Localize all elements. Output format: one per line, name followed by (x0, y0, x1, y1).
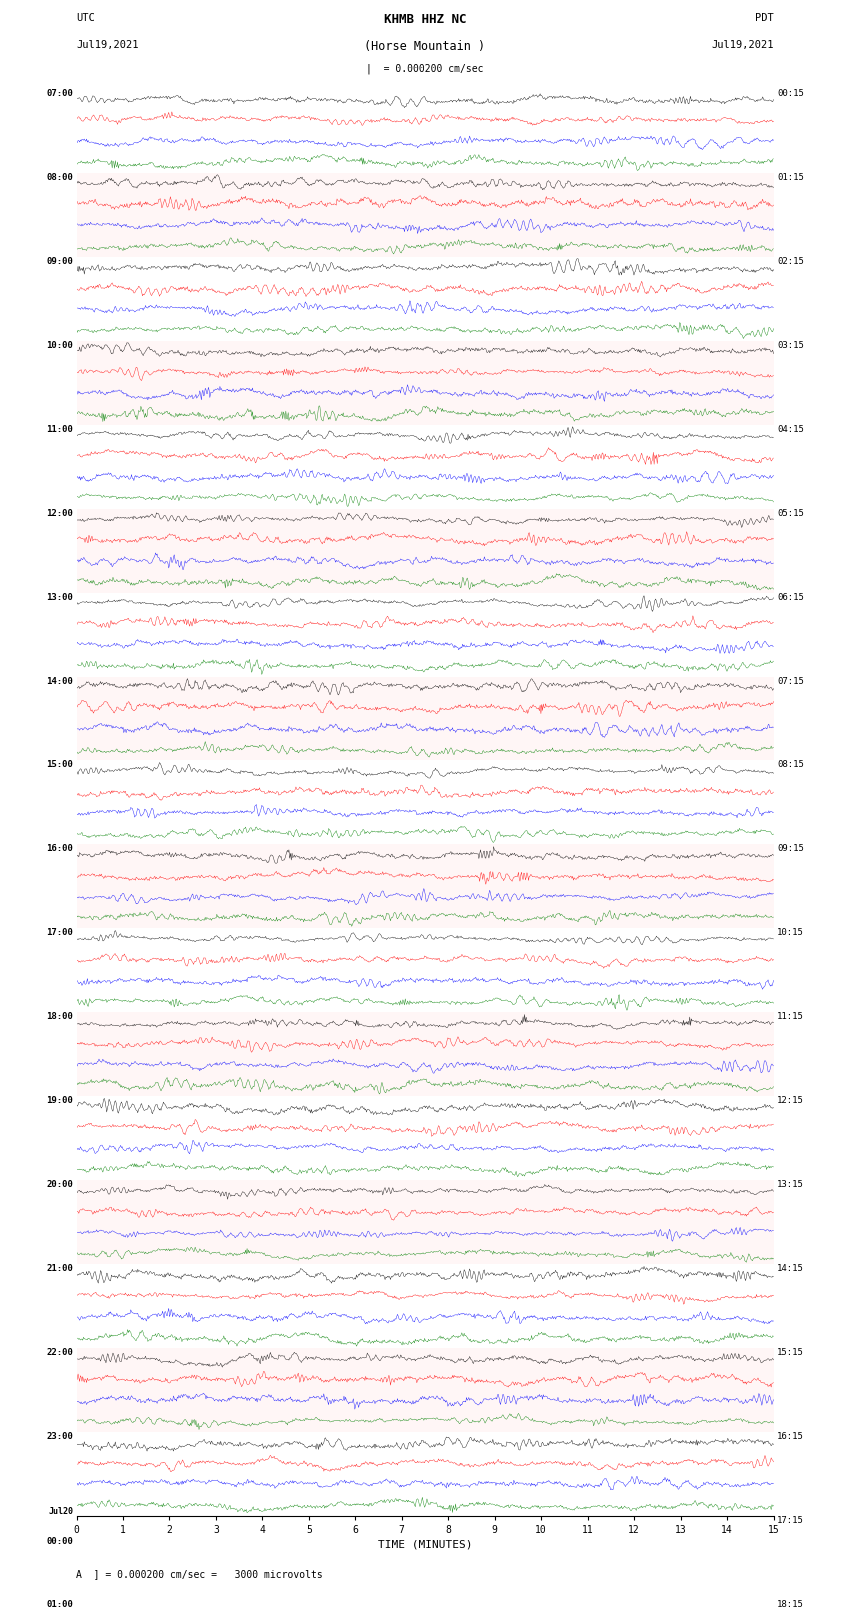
Text: 18:00: 18:00 (46, 1013, 73, 1021)
Bar (76, 1348, 774, 1432)
Text: 17:00: 17:00 (46, 929, 73, 937)
Text: 22:00: 22:00 (46, 1348, 73, 1357)
Text: |  = 0.000200 cm/sec: | = 0.000200 cm/sec (366, 65, 484, 74)
Text: 06:15: 06:15 (777, 592, 804, 602)
Text: 17:15: 17:15 (777, 1516, 804, 1526)
Text: 23:00: 23:00 (46, 1432, 73, 1442)
Text: 10:00: 10:00 (46, 340, 73, 350)
Text: 05:15: 05:15 (777, 508, 804, 518)
Text: 08:00: 08:00 (46, 173, 73, 182)
Text: Jul19,2021: Jul19,2021 (711, 40, 774, 50)
Bar (76, 173, 774, 256)
Text: 15:00: 15:00 (46, 760, 73, 769)
Text: 07:15: 07:15 (777, 676, 804, 686)
Text: 08:15: 08:15 (777, 760, 804, 769)
Text: 11:15: 11:15 (777, 1013, 804, 1021)
Text: 12:00: 12:00 (46, 508, 73, 518)
Text: 16:15: 16:15 (777, 1432, 804, 1442)
Text: A  ] = 0.000200 cm/sec =   3000 microvolts: A ] = 0.000200 cm/sec = 3000 microvolts (76, 1569, 323, 1579)
Text: (Horse Mountain ): (Horse Mountain ) (365, 40, 485, 53)
Text: 00:00: 00:00 (46, 1537, 73, 1547)
Text: 11:00: 11:00 (46, 424, 73, 434)
Text: 16:00: 16:00 (46, 845, 73, 853)
Text: 20:00: 20:00 (46, 1181, 73, 1189)
Bar (76, 676, 774, 760)
Text: 07:00: 07:00 (46, 89, 73, 98)
Text: 01:15: 01:15 (777, 173, 804, 182)
Bar (76, 1181, 774, 1265)
Text: 13:00: 13:00 (46, 592, 73, 602)
Text: 09:00: 09:00 (46, 256, 73, 266)
Bar (76, 340, 774, 424)
Text: 14:15: 14:15 (777, 1265, 804, 1273)
Text: 09:15: 09:15 (777, 845, 804, 853)
Text: 14:00: 14:00 (46, 676, 73, 686)
Text: UTC: UTC (76, 13, 95, 23)
Text: 15:15: 15:15 (777, 1348, 804, 1357)
Text: Jul19,2021: Jul19,2021 (76, 40, 139, 50)
Text: 13:15: 13:15 (777, 1181, 804, 1189)
Bar (76, 845, 774, 929)
Text: 12:15: 12:15 (777, 1097, 804, 1105)
Text: 01:00: 01:00 (46, 1600, 73, 1610)
Text: 02:15: 02:15 (777, 256, 804, 266)
Text: 03:15: 03:15 (777, 340, 804, 350)
Text: 04:15: 04:15 (777, 424, 804, 434)
Text: 10:15: 10:15 (777, 929, 804, 937)
Bar (76, 508, 774, 592)
Text: 00:15: 00:15 (777, 89, 804, 98)
Text: Jul20: Jul20 (48, 1507, 73, 1516)
Text: KHMB HHZ NC: KHMB HHZ NC (383, 13, 467, 26)
Text: 18:15: 18:15 (777, 1600, 804, 1610)
Text: 19:00: 19:00 (46, 1097, 73, 1105)
Text: PDT: PDT (755, 13, 774, 23)
X-axis label: TIME (MINUTES): TIME (MINUTES) (377, 1539, 473, 1550)
Bar (76, 1013, 774, 1097)
Text: 21:00: 21:00 (46, 1265, 73, 1273)
